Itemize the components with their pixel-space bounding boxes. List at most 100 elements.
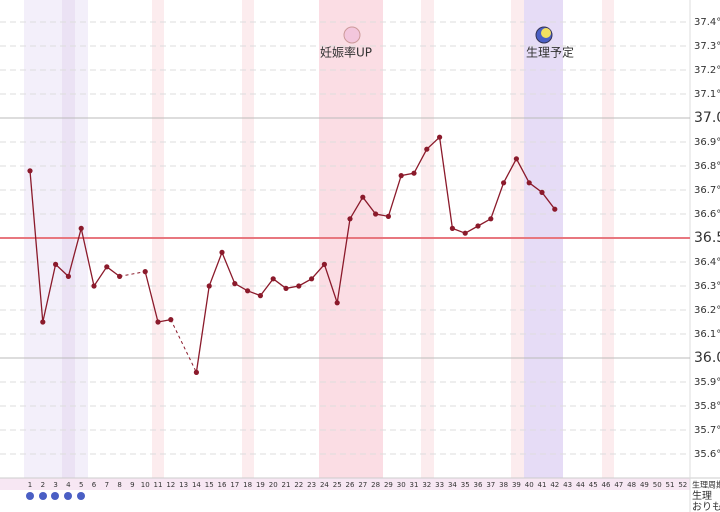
point [91,283,97,289]
y-tick-label: 36.1° [694,329,720,340]
moon-icons [26,492,85,500]
x-tick-label: 11 [154,481,163,489]
x-tick-label: 48 [627,481,636,489]
point [462,230,468,236]
point [104,264,110,270]
x-tick-label: 22 [294,481,303,489]
point [449,225,455,231]
point [27,168,33,174]
x-tick-label: 51 [666,481,675,489]
point [411,170,417,176]
x-tick-label: 14 [192,481,201,489]
annotation: 生理予定 [526,45,574,60]
x-tick-label: 26 [346,481,355,489]
row-label: 生理 [692,489,712,502]
x-tick-label: 46 [602,481,611,489]
x-tick-label: 2 [41,481,45,489]
x-tick-label: 44 [576,481,585,489]
point [53,261,59,267]
point [526,180,532,186]
point [475,223,481,229]
point [437,134,443,140]
y-tick-label: 36.3° [694,281,720,292]
point [142,269,148,275]
y-tick-label: 36.4° [694,257,720,268]
point [501,180,507,186]
x-tick-label: 16 [218,481,227,489]
point [334,300,340,306]
x-tick-label: 45 [589,481,598,489]
point [65,273,71,279]
x-tick-label: 47 [614,481,623,489]
x-tick-label: 27 [358,481,367,489]
gap-bridge [119,271,146,277]
x-tick-label: 20 [269,481,278,489]
x-tick-label: 6 [92,481,97,489]
x-tick-label: 21 [282,481,291,489]
y-tick-label: 35.8° [694,401,720,412]
x-tick-label: 17 [230,481,239,489]
x-tick-label: 25 [333,481,342,489]
x-tick-label: 52 [678,481,687,489]
y-tick-label: 35.6° [694,449,720,460]
y-tick-label: 36.0 [694,350,720,366]
y-tick-label: 36.5 [694,230,720,246]
x-tick-label: 12 [166,481,175,489]
x-tick-label: 19 [256,481,265,489]
icon [343,26,361,44]
row-label: おりも [692,501,720,512]
x-tick-label: 29 [384,481,393,489]
x-tick-label: 40 [525,481,534,489]
icon [51,492,59,500]
x-tick-label: 50 [653,481,662,489]
point [168,317,174,323]
x-tick-label: 15 [205,481,214,489]
row-label: 生理周期 [692,480,720,490]
icon [64,492,72,500]
point [360,194,366,200]
x-tick-label: 8 [117,481,121,489]
y-tick-label: 37.0 [694,110,720,126]
point [283,285,289,291]
annotation: 妊娠率UP [320,45,372,60]
point [245,288,251,294]
point [552,206,558,212]
x-tick-label: 7 [105,481,109,489]
x-tick-label: 30 [397,481,406,489]
x-tick-label: 24 [320,481,329,489]
x-tick-label: 49 [640,481,649,489]
point [270,276,276,282]
x-tick-label: 33 [435,481,444,489]
point [488,216,494,222]
point [398,173,404,179]
x-tick-label: 39 [512,481,521,489]
y-tick-label: 35.9° [694,377,720,388]
point [232,281,238,287]
point [347,216,353,222]
point [321,261,327,267]
point [539,189,545,195]
x-tick-label: 3 [53,481,57,489]
icon [541,28,551,38]
x-tick-label: 36 [474,481,483,489]
x-tick-label: 42 [550,481,559,489]
x-tick-label: 37 [486,481,495,489]
x-tick-label: 38 [499,481,508,489]
point [296,283,302,289]
point [40,319,46,325]
point [155,319,161,325]
point [117,273,123,279]
y-tick-label: 36.7° [694,185,720,196]
point [385,213,391,219]
y-tick-label: 36.6° [694,209,720,220]
x-tick-label: 5 [79,481,83,489]
x-tick-label: 41 [538,481,547,489]
day-row [0,478,690,490]
y-tick-label: 37.3° [694,41,720,52]
point [513,156,520,162]
y-tick-label: 36.2° [694,305,720,316]
x-tick-label: 4 [66,481,71,489]
x-tick-label: 31 [410,481,419,489]
y-tick-label: 37.1° [694,89,720,100]
point [257,293,263,299]
